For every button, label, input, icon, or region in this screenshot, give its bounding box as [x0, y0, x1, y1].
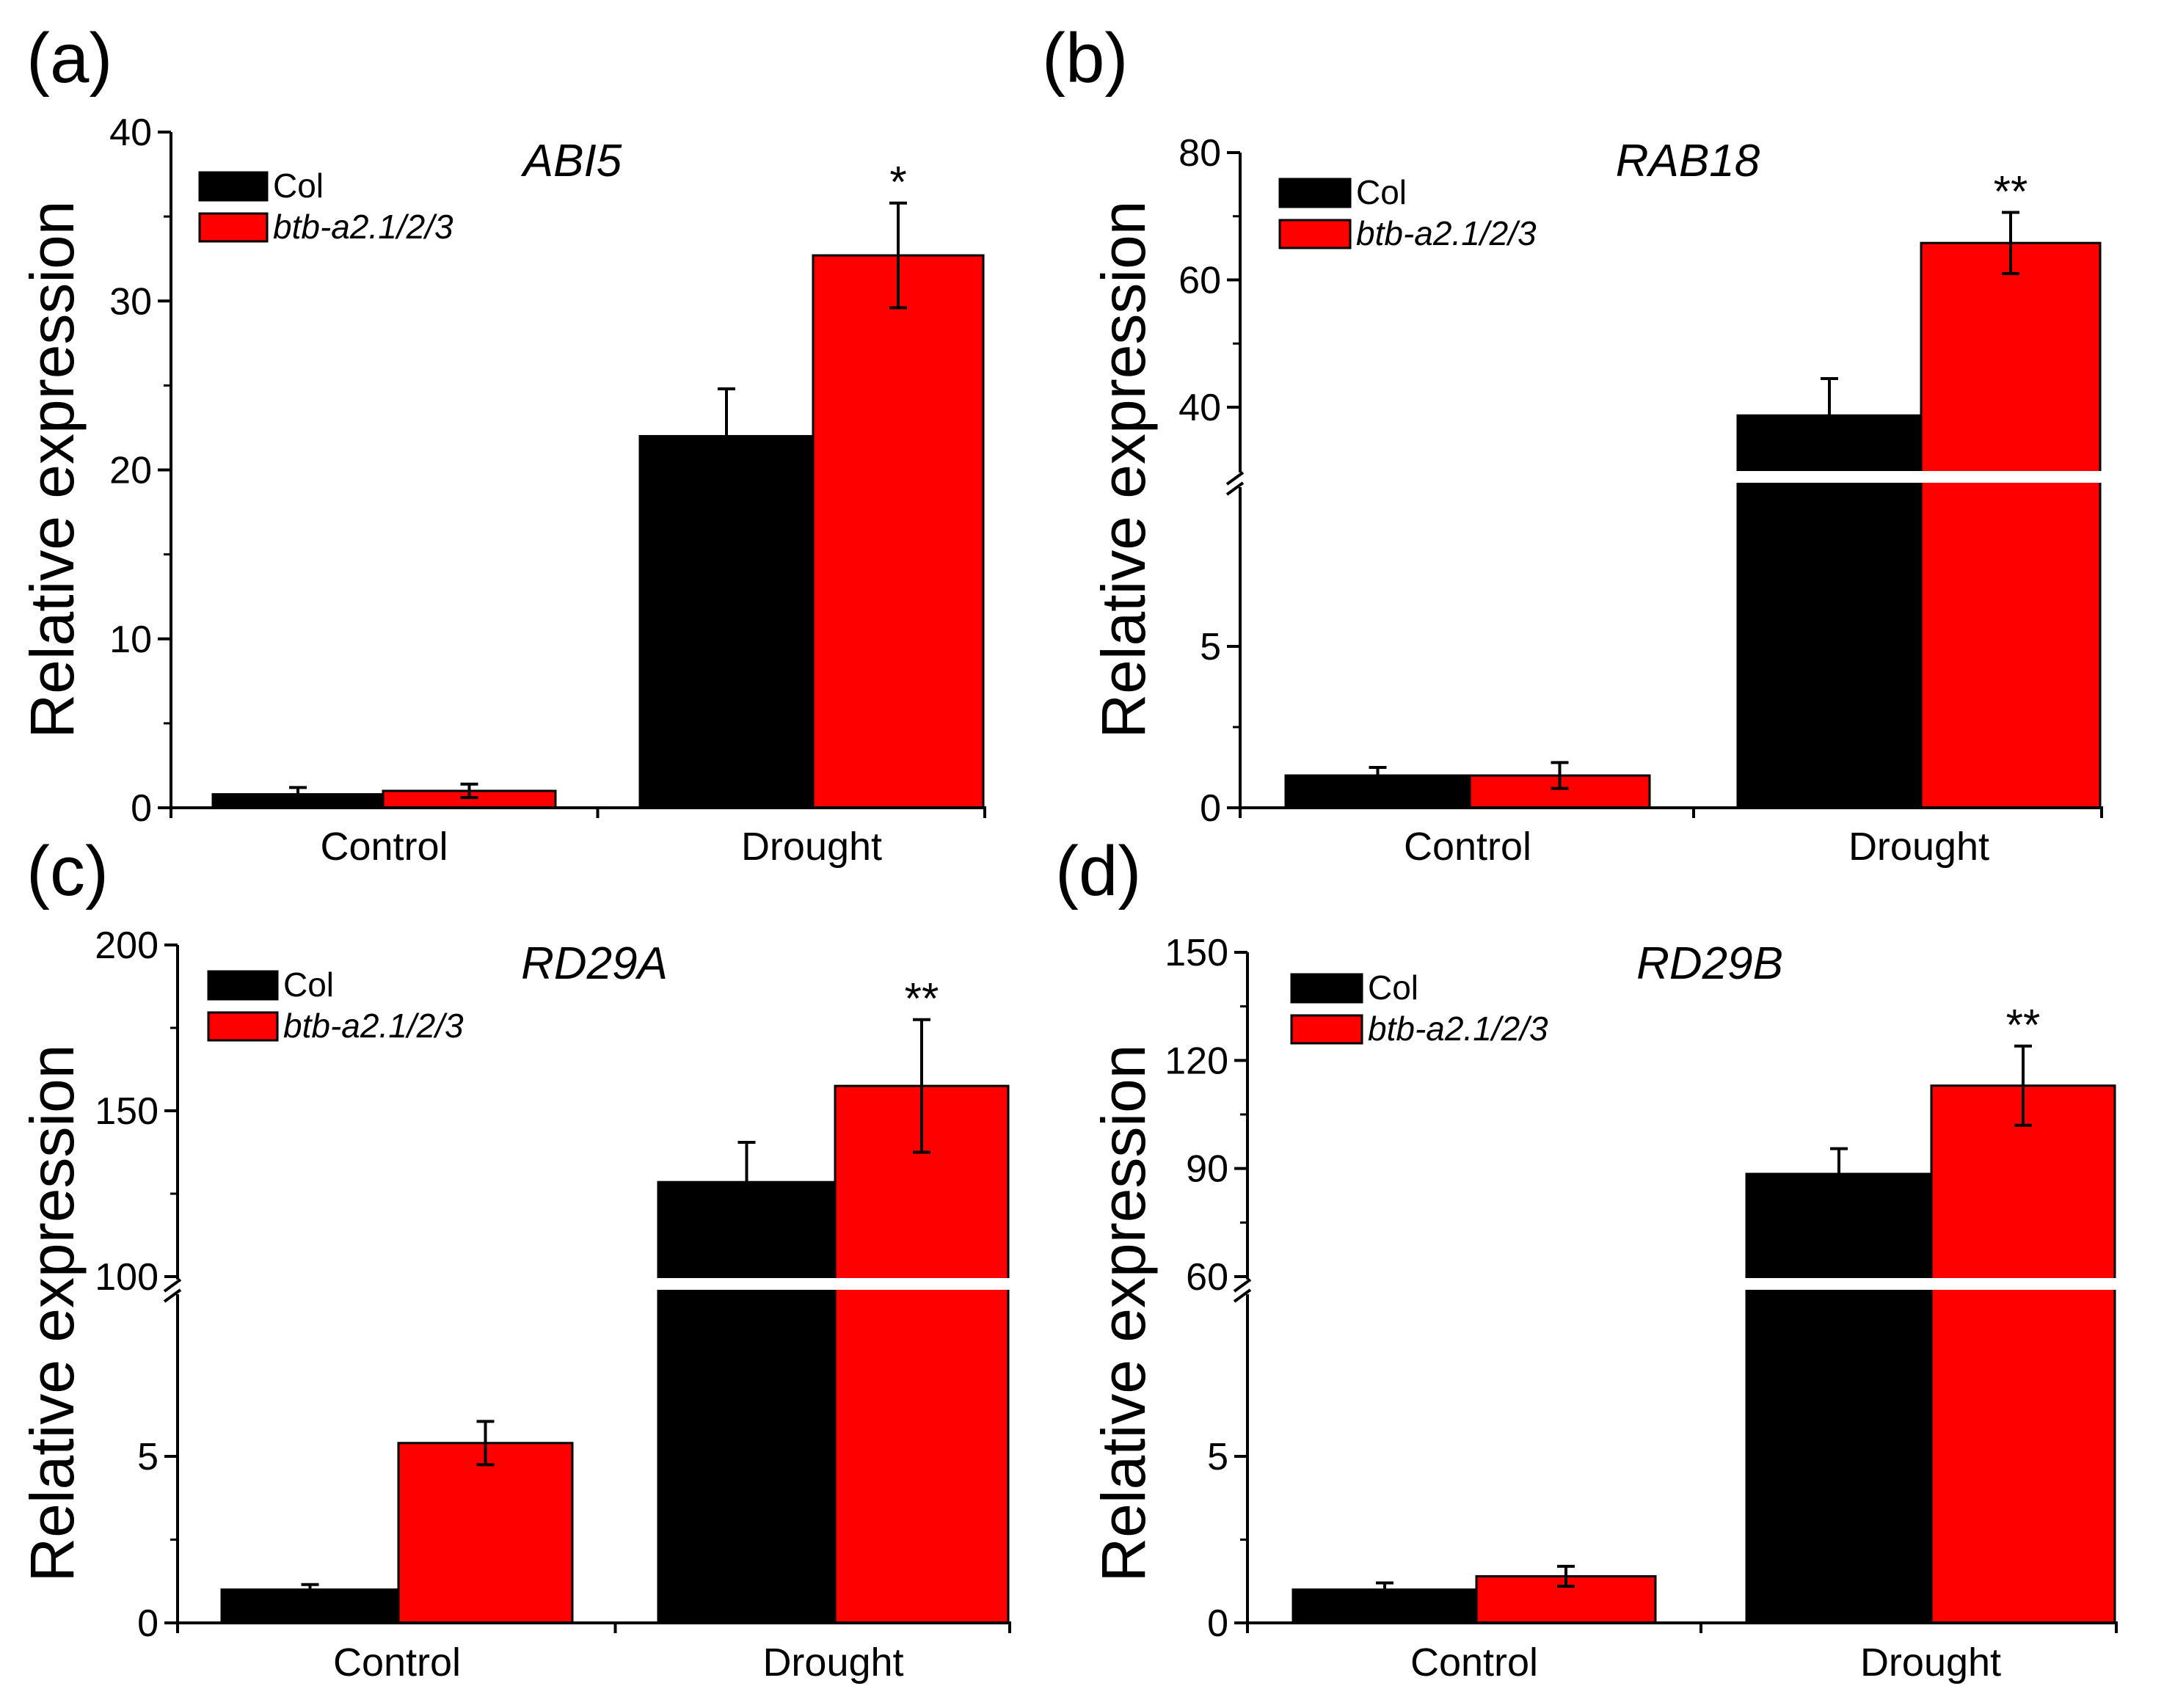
y-tick-label: 0 — [1200, 787, 1221, 830]
axis-break-gap — [1249, 1278, 2121, 1290]
chart-title: ABI5 — [520, 136, 622, 186]
y-tick-label: 0 — [137, 1602, 159, 1645]
y-tick-label: 60 — [1186, 1256, 1228, 1299]
bar-btba2123-drought — [812, 254, 985, 809]
legend-swatch — [207, 1011, 279, 1042]
x-category-label: Control — [1410, 1641, 1538, 1685]
legend-label: btb-a2.1/2/3 — [1368, 1010, 1548, 1048]
y-tick-label: 200 — [95, 924, 159, 967]
legend-swatch — [1278, 219, 1352, 249]
significance-mark: ** — [905, 974, 939, 1023]
y-tick-label: 150 — [95, 1090, 159, 1133]
axis-break-gap — [179, 1278, 1014, 1290]
legend-label: btb-a2.1/2/3 — [283, 1007, 464, 1045]
y-axis-label: Relative expression — [18, 200, 87, 738]
y-tick-label: 40 — [1178, 387, 1221, 429]
chart-title: RD29A — [521, 938, 668, 989]
axis-break-mark — [1225, 471, 1245, 486]
y-axis-label: Relative expression — [1089, 1044, 1158, 1582]
axis-break-mark — [1233, 1288, 1252, 1303]
legend-label: btb-a2.1/2/3 — [1356, 214, 1537, 252]
panel-c: (c) Relative expression ** 0 5 100 150 200 Contr… — [18, 832, 1014, 1685]
x-category-label: Drought — [762, 1641, 903, 1685]
significance-mark: ** — [1994, 167, 2028, 216]
y-axis-label: Relative expression — [1089, 200, 1158, 738]
chart-title: RAB18 — [1616, 136, 1760, 186]
legend-label: btb-a2.1/2/3 — [273, 208, 453, 246]
y-axis-label: Relative expression — [18, 1044, 87, 1582]
significance-mark: * — [889, 158, 906, 207]
y-tick-label: 5 — [137, 1436, 159, 1478]
bar-btba2123-drought — [834, 1084, 1010, 1624]
y-tick-label: 5 — [1207, 1436, 1228, 1478]
bar-col-drought — [1745, 1172, 1933, 1624]
axis-break-gap — [1242, 471, 2106, 483]
legend-label: Col — [1356, 173, 1407, 211]
panel-d: (d) Relative expression ** 0 5 60 90 120 150 Cont… — [1055, 832, 2121, 1685]
bar-col-drought — [638, 434, 815, 809]
bar-btba2123-drought — [1920, 241, 2102, 809]
legend-label: Col — [283, 966, 334, 1004]
axis-break-mark — [1225, 481, 1245, 496]
axis-break-mark — [163, 1278, 182, 1293]
x-category-label: Control — [1404, 825, 1531, 869]
axis-break-mark — [1233, 1278, 1252, 1293]
y-tick-label: 60 — [1178, 260, 1221, 302]
legend-swatch — [207, 970, 279, 1001]
x-category-label: Drought — [741, 825, 882, 869]
y-tick-label: 20 — [109, 450, 152, 492]
y-tick-label: 40 — [109, 112, 152, 154]
x-category-label: Control — [333, 1641, 461, 1685]
legend-label: Col — [273, 167, 324, 205]
y-tick-label: 30 — [109, 280, 152, 323]
axis-break-mark — [163, 1288, 182, 1303]
legend-swatch — [198, 171, 269, 202]
panel-a: (a) Relative expression * 0 10 20 30 40 Control D… — [18, 19, 986, 869]
legend-swatch — [198, 212, 269, 243]
y-tick-label: 0 — [1207, 1602, 1228, 1645]
x-category-label: Drought — [1860, 1641, 2001, 1685]
panel-letter: (c) — [26, 832, 109, 910]
x-category-label: Drought — [1848, 825, 1989, 869]
chart-title: RD29B — [1636, 938, 1783, 989]
y-tick-label: 80 — [1178, 132, 1221, 175]
significance-mark: ** — [2006, 1001, 2041, 1050]
bar-btba2123-drought — [1930, 1084, 2116, 1624]
legend-label: Col — [1368, 968, 1418, 1007]
panel-b: (b) Relative expression ** 0 5 40 60 80 Control D… — [1042, 19, 2106, 869]
y-tick-label: 0 — [131, 787, 152, 830]
y-tick-label: 120 — [1165, 1040, 1228, 1082]
panel-letter: (b) — [1042, 19, 1128, 98]
legend-swatch — [1290, 973, 1363, 1004]
y-tick-label: 90 — [1186, 1148, 1228, 1191]
y-tick-label: 150 — [1165, 932, 1228, 974]
panel-letter: (a) — [26, 19, 112, 98]
y-tick-label: 10 — [109, 618, 152, 661]
y-tick-label: 5 — [1200, 626, 1221, 668]
legend-swatch — [1290, 1014, 1363, 1045]
panel-letter: (d) — [1055, 832, 1141, 910]
bar-btba2123-control — [397, 1442, 574, 1624]
bar-col-drought — [657, 1180, 837, 1624]
legend-swatch — [1278, 178, 1352, 208]
y-tick-label: 100 — [95, 1256, 159, 1299]
x-category-label: Control — [320, 825, 448, 869]
